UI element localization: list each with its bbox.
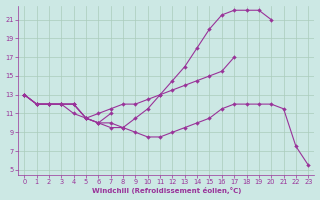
X-axis label: Windchill (Refroidissement éolien,°C): Windchill (Refroidissement éolien,°C) (92, 187, 241, 194)
